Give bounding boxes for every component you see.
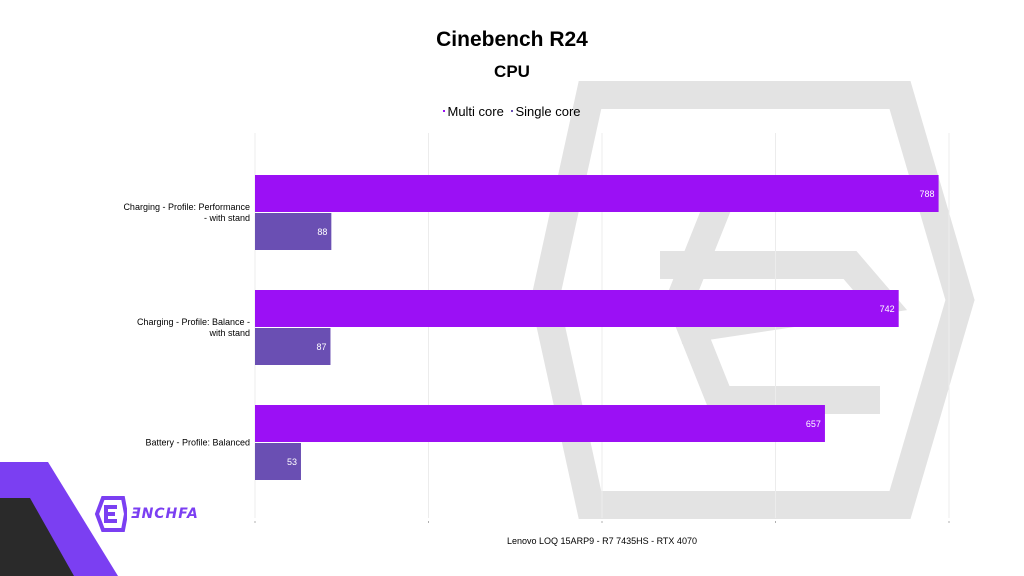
data-label-multi-core-1: 742 (880, 304, 895, 314)
legend-label-single-core: Single core (515, 103, 581, 119)
bar-single-core-1 (255, 328, 331, 365)
legend-item-multi-core: Multi core (443, 103, 504, 119)
data-label-multi-core-0: 788 (920, 189, 935, 199)
category-label-2: Battery - Profile: Balanced (145, 438, 250, 448)
x-axis-label: Lenovo LOQ 15ARP9 - R7 7435HS - RTX 4070 (507, 536, 697, 546)
chart-legend: Multi core Single core (0, 100, 1024, 119)
data-label-multi-core-2: 657 (806, 419, 821, 429)
brand-logo: ƎNCHFA (93, 496, 199, 532)
bar-multi-core-0 (255, 175, 939, 212)
legend-swatch-multi-core (443, 110, 446, 112)
legend-item-single-core: Single core (511, 103, 581, 119)
brand-logo-icon (94, 496, 127, 532)
brand-logo-text: ƎNCHFA (131, 506, 199, 522)
category-label-1: Charging - Profile: Balance -with stand (137, 317, 250, 338)
data-label-single-core-1: 87 (316, 342, 326, 352)
legend-swatch-single-core (511, 110, 514, 112)
bar-multi-core-2 (255, 405, 825, 442)
data-label-single-core-0: 88 (317, 227, 327, 237)
chart-title: Cinebench R24 (436, 28, 588, 51)
bar-multi-core-1 (255, 290, 899, 327)
legend-label-multi-core: Multi core (447, 103, 504, 119)
chart-subtitle: CPU (494, 62, 530, 81)
bar-single-core-0 (255, 213, 332, 250)
data-label-single-core-2: 53 (287, 457, 297, 467)
bar-single-core-2 (255, 443, 301, 480)
category-label-0: Charging - Profile: Performance - with st… (123, 202, 250, 223)
